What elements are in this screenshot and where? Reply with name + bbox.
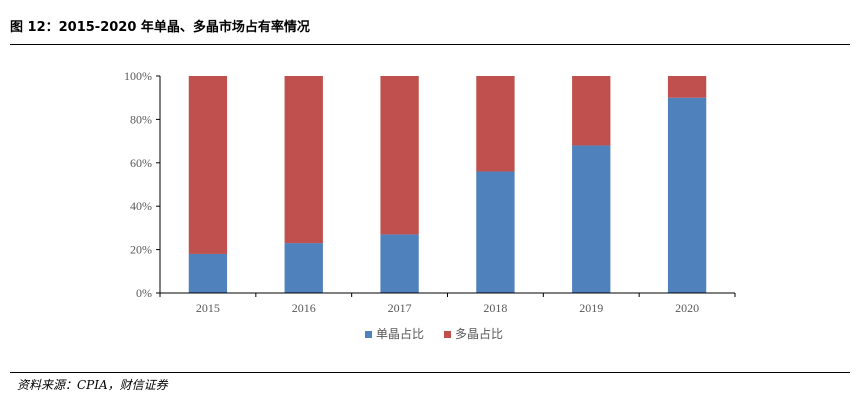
bar-2016-series-1 bbox=[284, 76, 323, 244]
bar-2015-series-0 bbox=[188, 253, 228, 293]
legend-swatch-1 bbox=[444, 331, 451, 338]
bar-2019-series-0 bbox=[572, 145, 611, 293]
source-note: 资料来源：CPIA，财信证券 bbox=[17, 378, 168, 392]
y-tick-label: 20% bbox=[130, 243, 152, 257]
bars-group bbox=[188, 76, 707, 293]
bar-2016-series-0 bbox=[284, 243, 323, 293]
bar-2017-series-1 bbox=[380, 76, 419, 235]
legend-swatch-0 bbox=[365, 331, 372, 338]
x-tick-label: 2015 bbox=[196, 301, 220, 315]
bar-2018-series-1 bbox=[476, 76, 515, 172]
x-tick-label: 2018 bbox=[483, 301, 507, 315]
y-tick-label: 80% bbox=[130, 112, 152, 126]
x-tick-label: 2016 bbox=[292, 301, 316, 315]
x-tick-label: 2019 bbox=[579, 301, 603, 315]
bar-2020-series-0 bbox=[667, 97, 707, 293]
bar-2015-series-1 bbox=[188, 76, 228, 254]
bar-2018-series-0 bbox=[476, 171, 515, 293]
y-tick-label: 60% bbox=[130, 156, 152, 170]
figure-title: 图 12：2015-2020 年单晶、多晶市场占有率情况 bbox=[10, 20, 310, 35]
top-rule bbox=[10, 44, 850, 45]
axes-group: 0% 20% 40% 60% 80% 100% 2015 2016 2017 2018 2019 20… bbox=[124, 69, 736, 315]
x-tick-label: 2017 bbox=[388, 301, 412, 315]
y-tick-label: 100% bbox=[124, 69, 152, 83]
y-tick-label: 40% bbox=[130, 199, 152, 213]
legend-label-0: 单晶占比 bbox=[376, 326, 424, 341]
bottom-rule bbox=[10, 372, 850, 373]
bar-2019-series-1 bbox=[572, 76, 611, 146]
legend: 单晶占比 多晶占比 bbox=[365, 326, 503, 341]
legend-label-1: 多晶占比 bbox=[455, 326, 503, 341]
bar-2017-series-0 bbox=[380, 234, 419, 293]
x-tick-label: 2020 bbox=[675, 301, 699, 315]
y-tick-label: 0% bbox=[136, 286, 152, 300]
bar-2020-series-1 bbox=[667, 76, 707, 98]
